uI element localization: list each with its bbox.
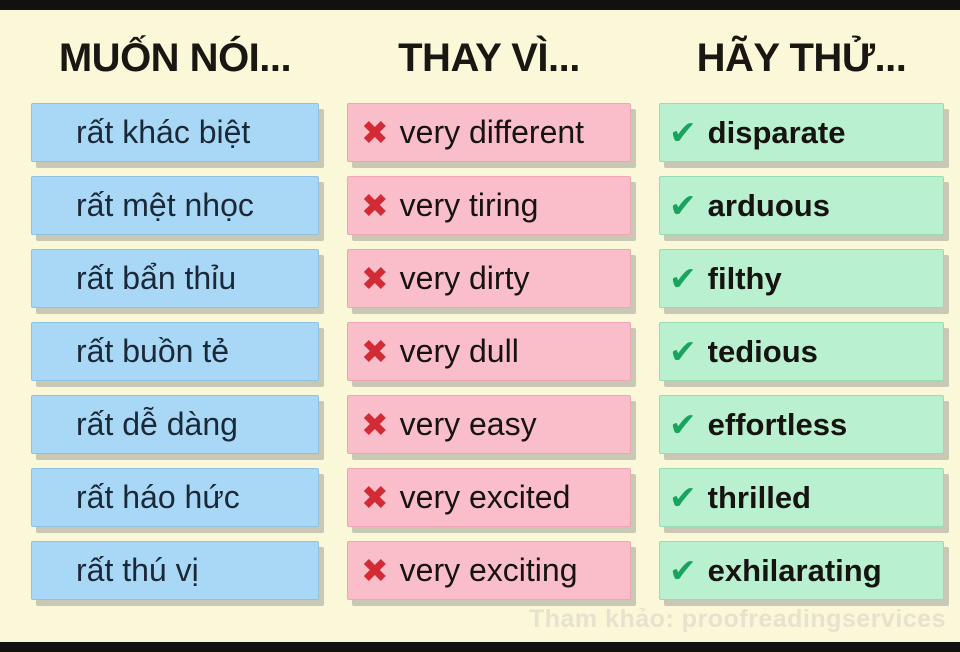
x-mark-icon: ✖ — [361, 551, 389, 590]
vietnamese-phrase-box: rất háo hức — [31, 468, 319, 527]
vietnamese-phrase: rất buồn tẻ — [76, 333, 229, 369]
suggested-word-box: ✔ filthy — [659, 249, 944, 308]
x-mark-icon: ✖ — [361, 186, 389, 225]
suggested-word-box: ✔ disparate — [659, 103, 944, 162]
suggested-word: arduous — [707, 187, 830, 223]
check-mark-icon: ✔ — [669, 478, 697, 517]
vietnamese-phrase: rất mệt nhọc — [76, 187, 254, 223]
column-header-muon-noi: MUỐN NÓI... — [58, 36, 292, 80]
suggested-word-box: ✔ thrilled — [659, 468, 944, 527]
vietnamese-phrase: rất bẩn thỉu — [76, 260, 237, 296]
avoid-phrase: very dirty — [399, 260, 530, 296]
avoid-phrase: very different — [399, 114, 585, 150]
suggested-word-box: ✔ exhilarating — [659, 541, 944, 600]
vietnamese-phrase: rất háo hức — [76, 479, 240, 515]
avoid-phrase: very excited — [399, 479, 571, 515]
top-border-bar — [0, 0, 960, 10]
vietnamese-phrase-box: rất bẩn thỉu — [31, 249, 319, 308]
suggested-word: exhilarating — [707, 552, 882, 588]
suggested-word: effortless — [707, 406, 848, 442]
avoid-phrase-box: ✖ very different — [347, 103, 631, 162]
column-header-hay-thu: HÃY THỬ... — [696, 36, 907, 80]
vietnamese-phrase-box: rất mệt nhọc — [31, 176, 319, 235]
vietnamese-phrase: rất dễ dàng — [76, 406, 238, 442]
avoid-phrase: very exciting — [399, 552, 578, 588]
avoid-phrase-box: ✖ very dull — [347, 322, 631, 381]
x-mark-icon: ✖ — [361, 332, 389, 371]
vietnamese-phrase-box: rất thú vị — [31, 541, 319, 600]
avoid-phrase-box: ✖ very exciting — [347, 541, 631, 600]
avoid-phrase-box: ✖ very dirty — [347, 249, 631, 308]
suggested-word: disparate — [707, 114, 846, 150]
suggested-word: thrilled — [707, 479, 811, 515]
x-mark-icon: ✖ — [361, 113, 389, 152]
avoid-phrase: very dull — [399, 333, 519, 369]
avoid-phrase-box: ✖ very excited — [347, 468, 631, 527]
suggested-word: filthy — [707, 260, 782, 296]
bottom-border-bar — [0, 642, 960, 652]
check-mark-icon: ✔ — [669, 259, 697, 298]
suggested-word-box: ✔ tedious — [659, 322, 944, 381]
check-mark-icon: ✔ — [669, 332, 697, 371]
vietnamese-phrase-box: rất buồn tẻ — [31, 322, 319, 381]
vietnamese-phrase-box: rất khác biệt — [31, 103, 319, 162]
check-mark-icon: ✔ — [669, 113, 697, 152]
avoid-phrase: very tiring — [399, 187, 539, 223]
x-mark-icon: ✖ — [361, 259, 389, 298]
x-mark-icon: ✖ — [361, 405, 389, 444]
header-row: MUỐN NÓI... THAY VÌ... HÃY THỬ... — [31, 30, 944, 81]
credit-watermark: Tham khảo: proofreadingservices — [528, 605, 946, 633]
check-mark-icon: ✔ — [669, 405, 697, 444]
column-header-thay-vi: THAY VÌ... — [398, 36, 580, 80]
avoid-phrase: very easy — [399, 406, 537, 442]
check-mark-icon: ✔ — [669, 186, 697, 225]
vietnamese-phrase: rất khác biệt — [76, 114, 251, 150]
avoid-phrase-box: ✖ very easy — [347, 395, 631, 454]
vietnamese-phrase: rất thú vị — [76, 552, 199, 588]
x-mark-icon: ✖ — [361, 478, 389, 517]
vocabulary-table: rất khác biệt ✖ very different ✔ disparate… — [31, 103, 944, 600]
vietnamese-phrase-box: rất dễ dàng — [31, 395, 319, 454]
suggested-word: tedious — [707, 333, 818, 369]
suggested-word-box: ✔ effortless — [659, 395, 944, 454]
check-mark-icon: ✔ — [669, 551, 697, 590]
suggested-word-box: ✔ arduous — [659, 176, 944, 235]
avoid-phrase-box: ✖ very tiring — [347, 176, 631, 235]
